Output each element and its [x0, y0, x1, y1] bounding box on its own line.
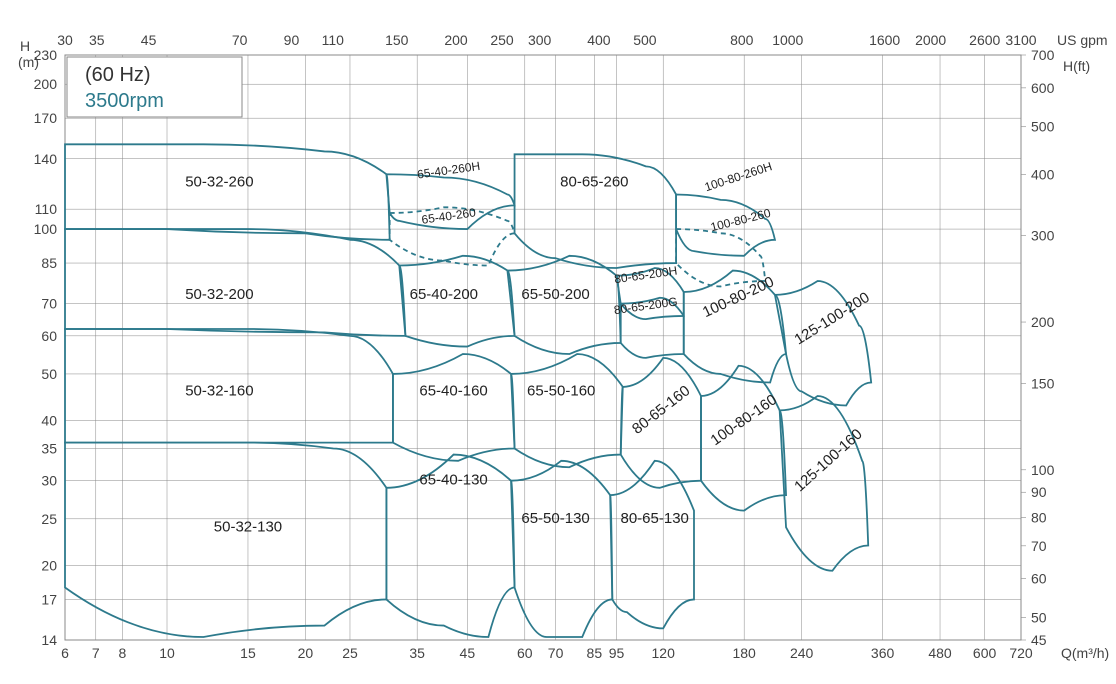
- y-left-tick: 100: [34, 221, 58, 237]
- y-right-tick: 80: [1031, 509, 1047, 525]
- y-left-tick: 110: [35, 201, 58, 217]
- region-label-65-40-200: 65-40-200: [410, 286, 478, 303]
- region-label-65-50-130: 65-50-130: [521, 510, 589, 527]
- y-right-tick: 50: [1031, 610, 1047, 626]
- x-top-tick: 150: [385, 32, 409, 48]
- y-left-tick: 85: [41, 255, 57, 271]
- y-right-tick: 600: [1031, 80, 1055, 96]
- region-label-50-32-200: 50-32-200: [185, 286, 253, 303]
- x-bottom-tick: 70: [548, 645, 564, 661]
- y-left-tick: 14: [41, 632, 57, 648]
- x-bottom-tick: 8: [119, 645, 127, 661]
- x-bottom-tick: 240: [790, 645, 814, 661]
- x-top-tick: 400: [587, 32, 611, 48]
- y-left-tick: 40: [41, 413, 57, 429]
- y-left-label-1: H: [20, 38, 30, 54]
- region-label-65-40-130: 65-40-130: [419, 472, 487, 489]
- x-top-tick: 2600: [969, 32, 1000, 48]
- x-bottom-tick: 35: [409, 645, 425, 661]
- y-right-tick: 45: [1031, 632, 1047, 648]
- x-top-tick: 1600: [869, 32, 900, 48]
- x-bottom-tick: 720: [1009, 645, 1033, 661]
- y-left-tick: 17: [41, 591, 57, 607]
- y-left-tick: 170: [34, 110, 58, 126]
- y-right-tick: 100: [1031, 462, 1055, 478]
- pump-coverage-chart: 6 7 8 10 15 20 25 35 45 60 70 85 95 120 180 240 360 480 60…: [0, 0, 1116, 684]
- x-top-label: US gpm: [1057, 32, 1108, 48]
- x-bottom-tick: 10: [159, 645, 175, 661]
- x-bottom-tick: 180: [732, 645, 756, 661]
- region-label-65-40-160: 65-40-160: [419, 382, 487, 399]
- x-top-tick: 35: [89, 32, 105, 48]
- x-bottom-tick: 15: [240, 645, 256, 661]
- y-right-tick: 200: [1031, 314, 1055, 330]
- region-label-50-32-160: 50-32-160: [185, 382, 253, 399]
- x-top-tick: 500: [633, 32, 657, 48]
- y-right-tick: 400: [1031, 166, 1055, 182]
- x-top-tick: 45: [141, 32, 157, 48]
- x-bottom-tick: 45: [460, 645, 476, 661]
- x-bottom-tick: 20: [298, 645, 314, 661]
- y-right-tick: 90: [1031, 484, 1047, 500]
- x-top-tick: 2000: [915, 32, 946, 48]
- x-top-tick: 110: [322, 32, 345, 48]
- y-right-tick: 700: [1031, 47, 1055, 63]
- x-top-tick: 200: [444, 32, 468, 48]
- x-top-tick: 1000: [772, 32, 803, 48]
- x-bottom-tick: 360: [871, 645, 895, 661]
- y-right-tick: 60: [1031, 571, 1047, 587]
- y-left-tick: 50: [41, 366, 57, 382]
- region-label-50-32-260: 50-32-260: [185, 173, 253, 190]
- region-label-50-32-130: 50-32-130: [214, 518, 282, 535]
- x-bottom-tick: 6: [61, 645, 69, 661]
- y-left-tick: 35: [41, 440, 57, 456]
- y-left-label-2: (m): [18, 54, 39, 70]
- y-right-tick: 70: [1031, 538, 1047, 554]
- y-right-tick: 300: [1031, 228, 1055, 244]
- x-top-tick: 30: [57, 32, 73, 48]
- x-bottom-tick: 95: [609, 645, 625, 661]
- x-top-tick: 3100: [1005, 32, 1036, 48]
- y-left-tick: 200: [34, 76, 58, 92]
- x-bottom-tick: 600: [973, 645, 997, 661]
- y-left-tick: 25: [41, 511, 57, 527]
- x-top-tick: 250: [490, 32, 514, 48]
- y-left-tick: 60: [41, 328, 57, 344]
- x-bottom-tick: 7: [92, 645, 100, 661]
- x-bottom-tick: 60: [517, 645, 533, 661]
- x-bottom-label: Q(m³/h): [1061, 645, 1109, 661]
- x-bottom-tick: 85: [587, 645, 603, 661]
- region-label-80-65-130: 80-65-130: [621, 510, 689, 527]
- y-left-tick: 30: [41, 473, 57, 489]
- title-box: (60 Hz) 3500rpm: [67, 57, 242, 117]
- y-right-tick: 500: [1031, 119, 1055, 135]
- y-left-tick: 70: [41, 296, 57, 312]
- region-label-65-50-160: 65-50-160: [527, 382, 595, 399]
- title-line2: 3500rpm: [85, 90, 164, 112]
- x-top-tick: 300: [528, 32, 552, 48]
- x-bottom-tick: 120: [652, 645, 676, 661]
- region-label-65-50-200: 65-50-200: [521, 286, 589, 303]
- title-line1: (60 Hz): [85, 64, 151, 86]
- y-left-tick: 20: [41, 557, 57, 573]
- region-label-80-65-260: 80-65-260: [560, 173, 628, 190]
- x-top-tick: 70: [232, 32, 248, 48]
- y-left-tick: 140: [34, 151, 58, 167]
- y-right-label: H(ft): [1063, 58, 1090, 74]
- x-top-tick: 800: [730, 32, 754, 48]
- x-top-tick: 90: [284, 32, 300, 48]
- x-bottom-tick: 25: [342, 645, 358, 661]
- x-bottom-tick: 480: [928, 645, 952, 661]
- y-right-tick: 150: [1031, 375, 1055, 391]
